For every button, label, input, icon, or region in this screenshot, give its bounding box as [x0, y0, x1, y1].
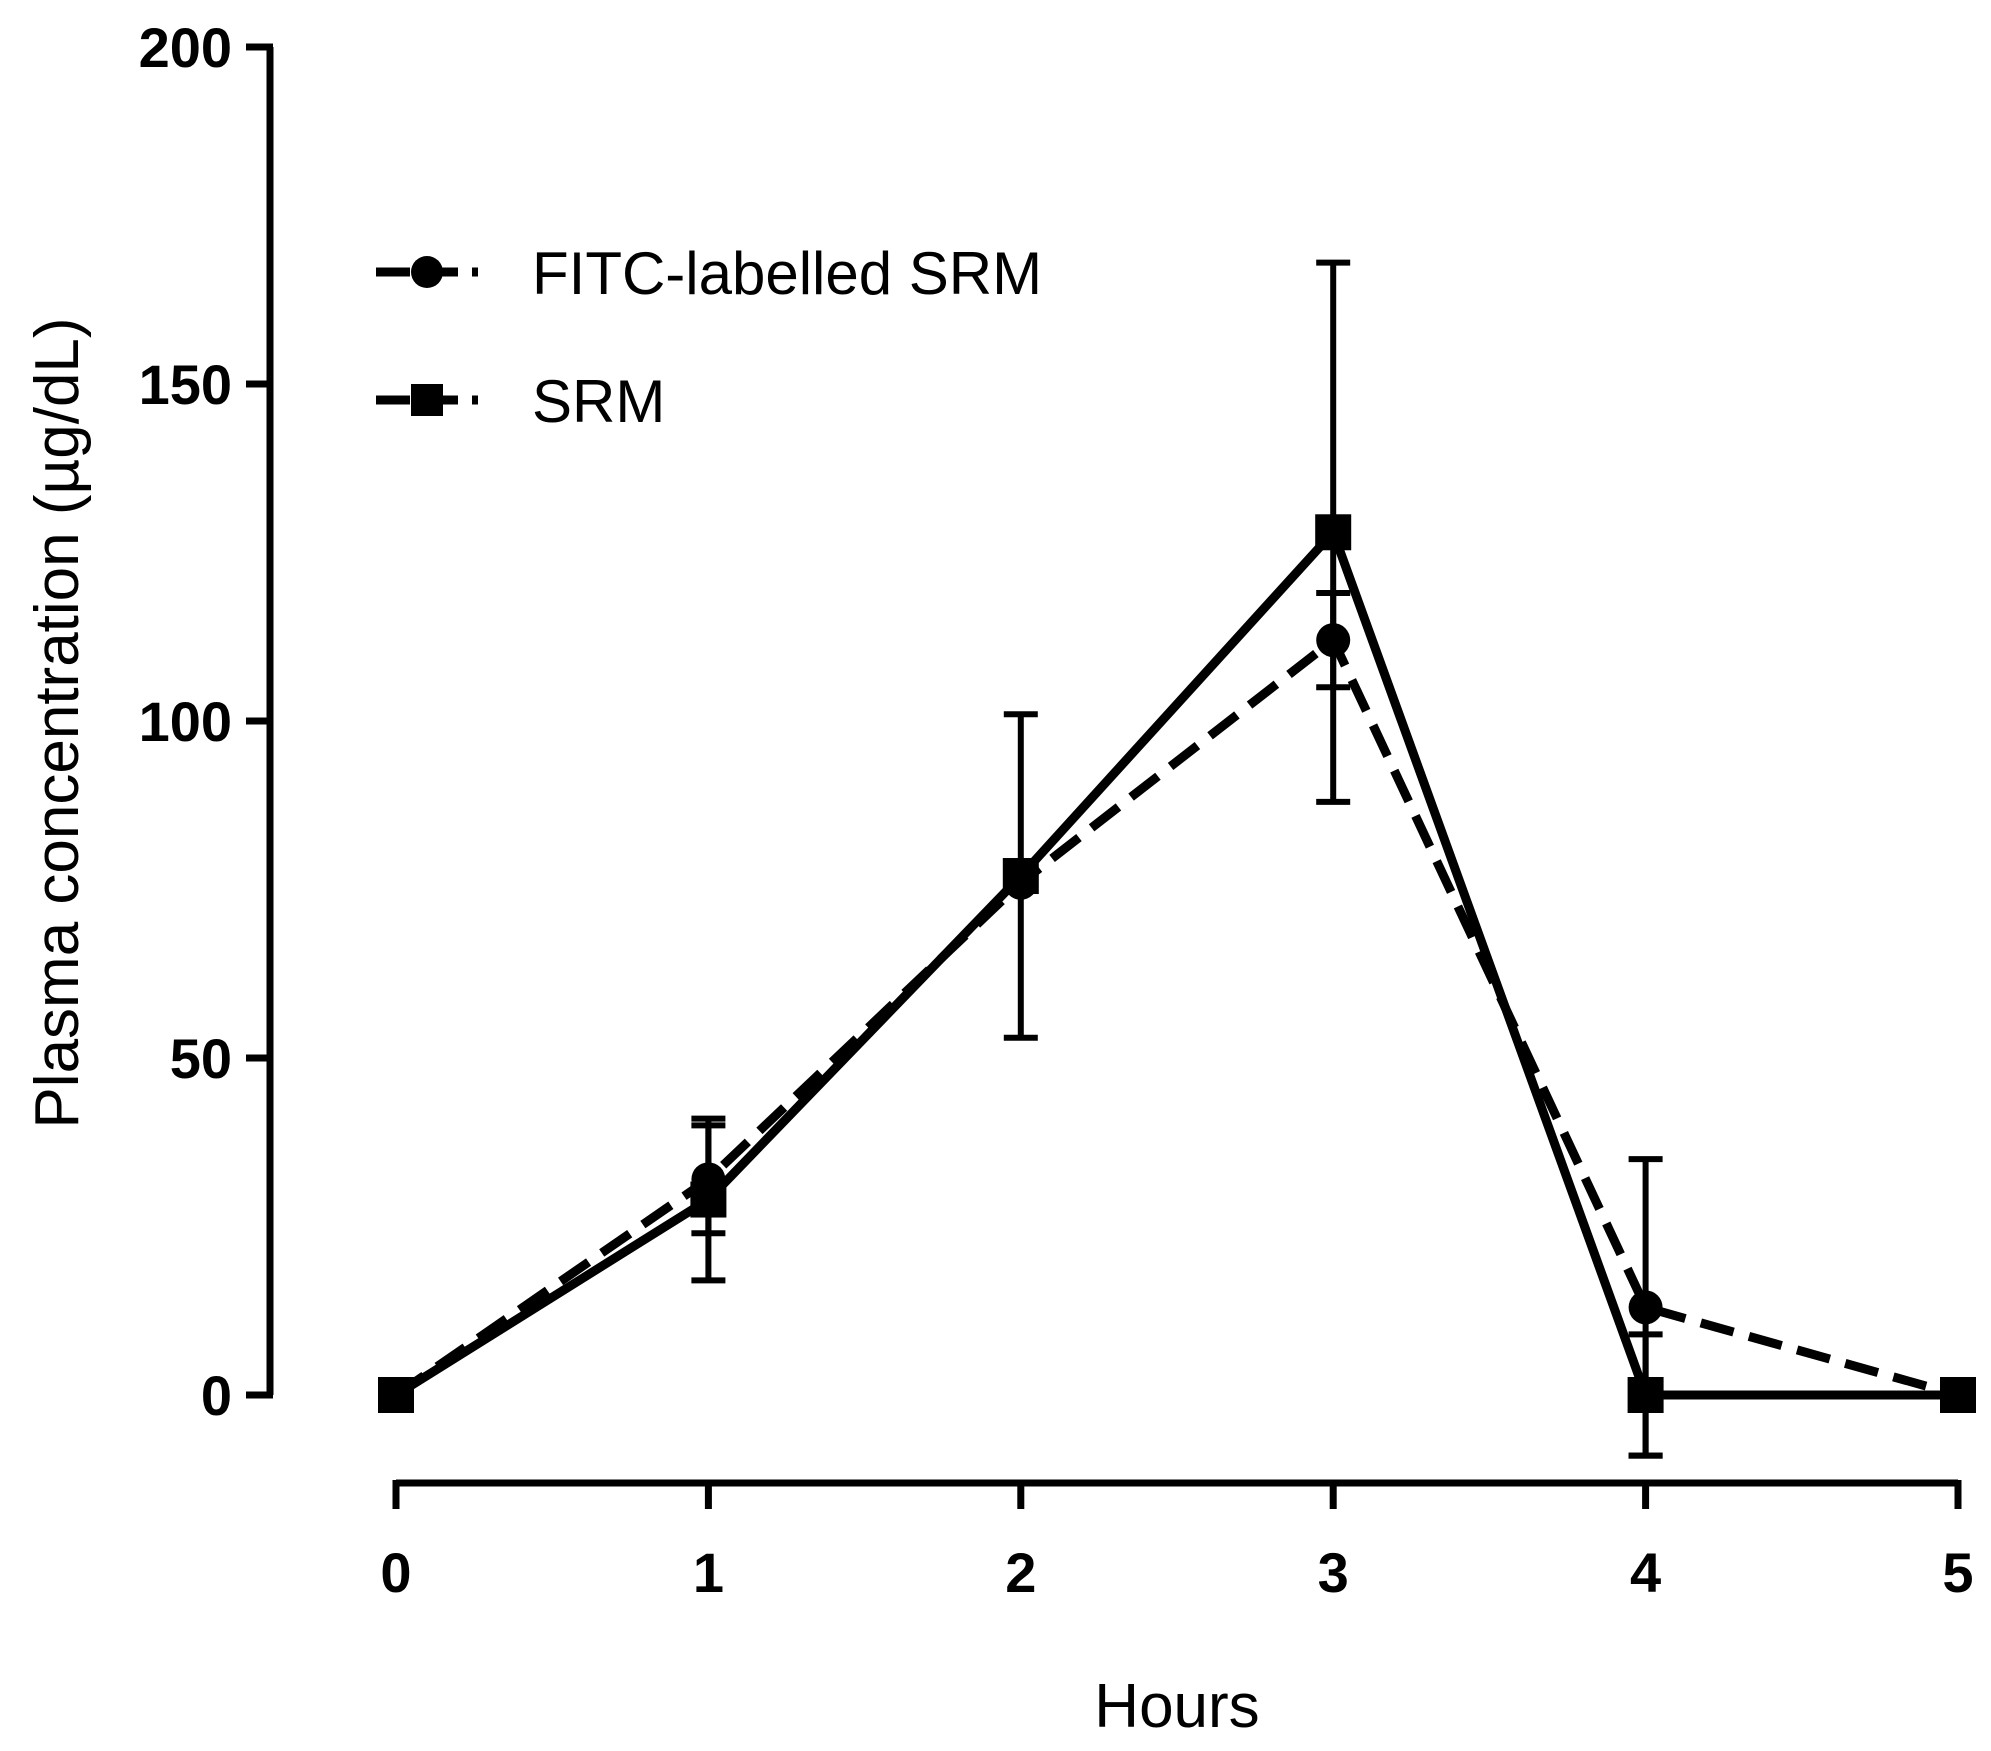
point-s1-0	[378, 1377, 414, 1413]
legend-item-fitc: FITC-labelled SRM	[376, 240, 1042, 307]
point-s1-1	[690, 1181, 727, 1218]
point-s1-4	[1627, 1377, 1664, 1413]
x-tick-label-2: 2	[1005, 1541, 1036, 1604]
legend-label-fitc: FITC-labelled SRM	[532, 240, 1042, 307]
point-s1-5	[1940, 1377, 1976, 1413]
x-tick-label-1: 1	[693, 1541, 724, 1604]
point-s1-3	[1315, 514, 1352, 551]
y-tick-label-3: 150	[139, 353, 232, 416]
x-tick-label-0: 0	[380, 1541, 411, 1604]
plot-area	[378, 259, 1976, 1459]
y-tick-label-2: 100	[139, 690, 232, 753]
legend-marker-circle	[411, 256, 443, 288]
x-axis-title: Hours	[1094, 1672, 1259, 1741]
point-s0-3	[1316, 623, 1351, 658]
point-s0-4	[1628, 1290, 1663, 1325]
series-line-0	[393, 633, 1960, 1400]
x-tick-label-3: 3	[1318, 1541, 1349, 1604]
y-ticks: 0 50 100 150 200	[139, 16, 273, 1427]
y-axis-title: Plasma concentration (µg/dL)	[23, 317, 92, 1128]
x-ticks: 0 1 2 3 4 5	[380, 1480, 1974, 1604]
y-tick-label-4: 200	[139, 16, 232, 79]
legend-item-srm: SRM	[376, 368, 665, 435]
y-axis: 0 50 100 150 200	[139, 16, 274, 1427]
legend-label-srm: SRM	[532, 368, 665, 435]
x-tick-label-4: 4	[1630, 1541, 1661, 1604]
x-axis: 0 1 2 3 4 5	[380, 1479, 1974, 1604]
series-line-1	[393, 523, 1958, 1400]
y-tick-label-1: 50	[170, 1027, 232, 1090]
legend: FITC-labelled SRM SRM	[376, 240, 1042, 435]
y-tick-label-0: 0	[201, 1364, 232, 1427]
point-s1-2	[1002, 858, 1039, 895]
legend-marker-square	[411, 384, 443, 416]
x-tick-label-5: 5	[1942, 1541, 1973, 1604]
